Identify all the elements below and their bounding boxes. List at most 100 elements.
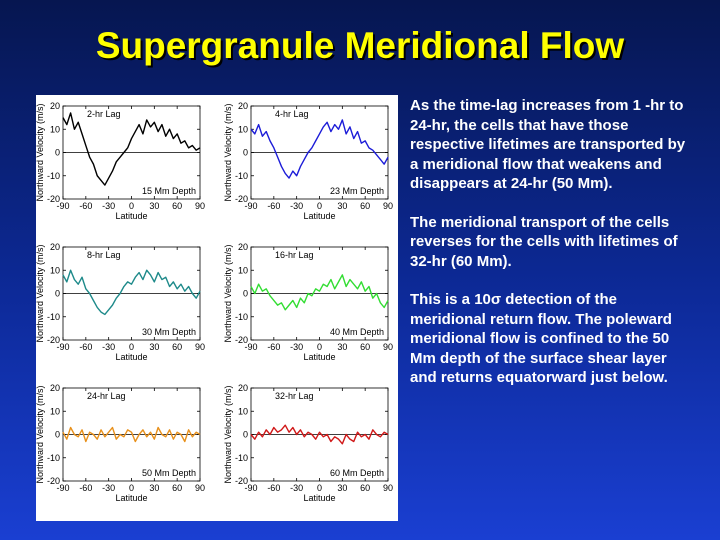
y-tick-label: -20 bbox=[235, 476, 248, 486]
y-tick-label: -10 bbox=[235, 312, 248, 322]
y-tick-label: -10 bbox=[47, 312, 60, 322]
lag-label: 8-hr Lag bbox=[87, 250, 121, 260]
x-tick-label: 60 bbox=[360, 342, 370, 352]
x-tick-label: 90 bbox=[383, 201, 393, 211]
x-tick-label: 0 bbox=[317, 483, 322, 493]
depth-label: 30 Mm Depth bbox=[142, 327, 196, 337]
y-axis-label: Northward Velocity (m/s) bbox=[35, 385, 45, 483]
depth-label: 40 Mm Depth bbox=[330, 327, 384, 337]
data-line bbox=[62, 112, 201, 186]
notes: As the time-lag increases from 1 -hr to … bbox=[410, 96, 692, 407]
x-tick-label: 0 bbox=[317, 201, 322, 211]
y-tick-label: -20 bbox=[235, 335, 248, 345]
x-tick-label: 90 bbox=[383, 342, 393, 352]
data-line bbox=[250, 274, 389, 311]
x-tick-label: -30 bbox=[102, 342, 115, 352]
x-tick-label: -60 bbox=[79, 342, 92, 352]
x-axis-label: Latitude bbox=[303, 352, 335, 362]
y-axis-label: Northward Velocity (m/s) bbox=[223, 385, 233, 483]
x-tick-label: 30 bbox=[337, 483, 347, 493]
x-axis-label: Latitude bbox=[303, 493, 335, 503]
paragraph: As the time-lag increases from 1 -hr to … bbox=[410, 97, 686, 192]
y-tick-label: 0 bbox=[243, 289, 248, 299]
y-tick-label: -10 bbox=[47, 171, 60, 181]
x-axis-label: Latitude bbox=[303, 211, 335, 221]
x-tick-label: -60 bbox=[267, 483, 280, 493]
x-tick-label: -90 bbox=[56, 342, 69, 352]
x-tick-label: -90 bbox=[56, 483, 69, 493]
y-tick-label: -20 bbox=[47, 476, 60, 486]
x-tick-label: 90 bbox=[195, 201, 205, 211]
x-tick-label: 90 bbox=[195, 342, 205, 352]
x-tick-label: -60 bbox=[79, 483, 92, 493]
y-tick-label: 20 bbox=[238, 383, 248, 393]
data-line bbox=[62, 269, 201, 316]
x-tick-label: 60 bbox=[172, 342, 182, 352]
y-tick-label: 10 bbox=[50, 406, 60, 416]
x-tick-label: 30 bbox=[149, 201, 159, 211]
paragraph: The meridional transport of the cells re… bbox=[410, 213, 678, 270]
y-tick-label: 10 bbox=[238, 406, 248, 416]
lag-label: 16-hr Lag bbox=[275, 250, 314, 260]
y-tick-label: 20 bbox=[50, 101, 60, 111]
x-tick-label: 30 bbox=[149, 342, 159, 352]
x-tick-label: -30 bbox=[102, 483, 115, 493]
x-tick-label: 60 bbox=[172, 201, 182, 211]
x-tick-label: -90 bbox=[244, 342, 257, 352]
x-tick-label: 90 bbox=[195, 483, 205, 493]
lag-label: 2-hr Lag bbox=[87, 109, 121, 119]
y-tick-label: 20 bbox=[50, 383, 60, 393]
y-tick-label: 10 bbox=[238, 124, 248, 134]
x-axis-label: Latitude bbox=[115, 352, 147, 362]
x-tick-label: 90 bbox=[383, 483, 393, 493]
depth-label: 60 Mm Depth bbox=[330, 468, 384, 478]
y-tick-label: -10 bbox=[235, 171, 248, 181]
depth-label: 23 Mm Depth bbox=[330, 186, 384, 196]
y-tick-label: 0 bbox=[243, 430, 248, 440]
x-tick-label: 0 bbox=[317, 342, 322, 352]
x-tick-label: -30 bbox=[290, 483, 303, 493]
y-tick-label: -20 bbox=[47, 335, 60, 345]
y-tick-label: -20 bbox=[235, 194, 248, 204]
y-tick-label: 10 bbox=[50, 124, 60, 134]
depth-label: 50 Mm Depth bbox=[142, 468, 196, 478]
x-tick-label: 30 bbox=[337, 342, 347, 352]
y-axis-label: Northward Velocity (m/s) bbox=[35, 103, 45, 201]
x-tick-label: 0 bbox=[129, 342, 134, 352]
x-tick-label: -30 bbox=[290, 342, 303, 352]
x-tick-label: 0 bbox=[129, 483, 134, 493]
x-tick-label: -60 bbox=[79, 201, 92, 211]
y-tick-label: 20 bbox=[50, 242, 60, 252]
y-tick-label: -10 bbox=[47, 453, 60, 463]
x-tick-label: -60 bbox=[267, 201, 280, 211]
x-tick-label: 60 bbox=[360, 483, 370, 493]
x-tick-label: 30 bbox=[149, 483, 159, 493]
y-tick-label: 0 bbox=[243, 148, 248, 158]
x-tick-label: 60 bbox=[172, 483, 182, 493]
slide-title: Supergranule Meridional Flow bbox=[96, 25, 625, 66]
x-tick-label: -30 bbox=[102, 201, 115, 211]
depth-label: 15 Mm Depth bbox=[142, 186, 196, 196]
y-tick-label: 20 bbox=[238, 101, 248, 111]
y-tick-label: 10 bbox=[238, 265, 248, 275]
y-tick-label: 0 bbox=[55, 289, 60, 299]
title-shadow: Supergranule Meridional Flow bbox=[98, 27, 627, 68]
data-line bbox=[62, 426, 201, 443]
y-tick-label: 20 bbox=[238, 242, 248, 252]
x-tick-label: -30 bbox=[290, 201, 303, 211]
data-line bbox=[250, 119, 389, 179]
data-line bbox=[250, 424, 389, 445]
x-tick-label: -90 bbox=[244, 483, 257, 493]
paragraph: This is a 10σ detection of the meridiona… bbox=[410, 291, 672, 386]
y-axis-label: Northward Velocity (m/s) bbox=[223, 244, 233, 342]
lag-label: 24-hr Lag bbox=[87, 391, 126, 401]
y-tick-label: 0 bbox=[55, 148, 60, 158]
x-tick-label: 0 bbox=[129, 201, 134, 211]
x-tick-label: 60 bbox=[360, 201, 370, 211]
figure-panel bbox=[36, 95, 398, 521]
lag-label: 32-hr Lag bbox=[275, 391, 314, 401]
y-axis-label: Northward Velocity (m/s) bbox=[35, 244, 45, 342]
y-tick-label: -10 bbox=[235, 453, 248, 463]
x-axis-label: Latitude bbox=[115, 493, 147, 503]
